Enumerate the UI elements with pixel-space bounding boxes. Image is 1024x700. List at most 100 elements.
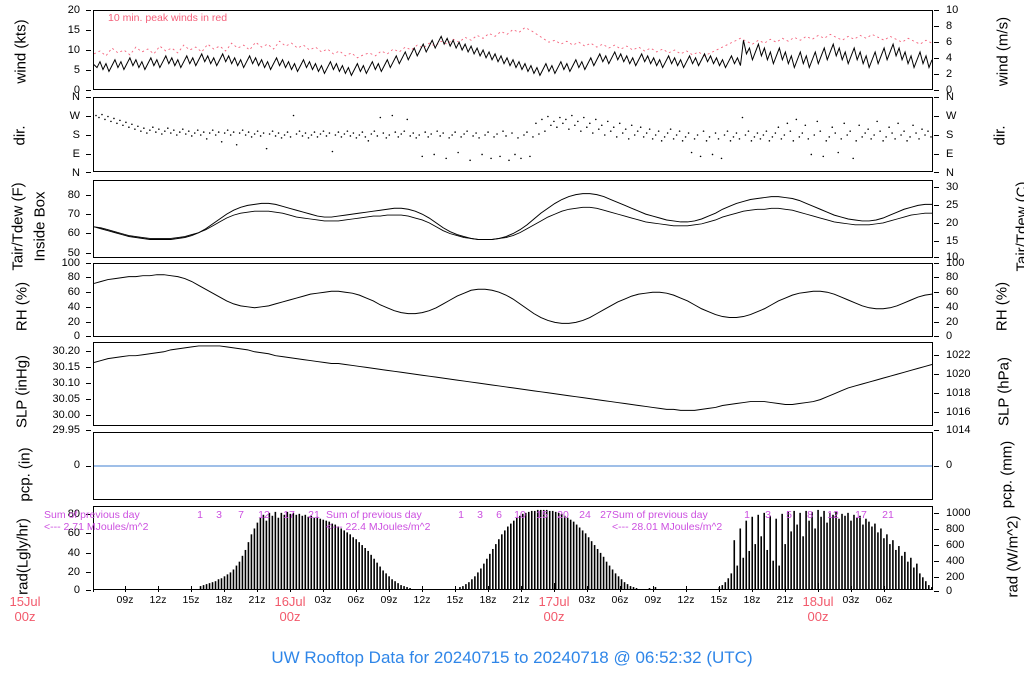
pressure-trace [94,345,932,411]
dir-tick-left-1: W [69,110,80,122]
wind-tickmark-left-3 [86,70,91,71]
rad-tickmark-left-3 [86,572,91,573]
rh-tick-right-2: 60 [946,286,959,298]
rad-tickmark-left-4 [86,590,91,591]
time-day-label-2-day: 17Jul [538,594,570,609]
time-tick-20 [884,586,885,592]
time-axis: 09z 12z 15z 18z 21z 03z 06z 09z 12z 15z … [9,583,933,624]
rad-tick-left-4: 0 [73,584,80,596]
time-day-label-2-hour: 00z [543,609,565,624]
wind-tick-left-4: 0 [73,84,80,96]
wind-tickmark-right-2 [934,42,939,43]
wind-tickmark-left-4 [86,90,91,91]
time-day-label-0-day: 15Jul [9,594,41,609]
rad-hourmark-d1-1: 3 [216,509,222,521]
rad-day-sum-2-value: <--- 22.4 MJoules/m^2 [326,521,431,533]
precipitation-plot [94,465,932,467]
temp-tickmark-right-0 [934,187,939,188]
temp-tick-right-1: 25 [946,199,959,211]
rh-tickmark-right-0 [934,263,939,264]
rad-tick-right-5: 0 [946,585,953,597]
rad-tick-right-3: 400 [946,555,965,567]
rad-tick-left-0: 80 [67,508,80,520]
pcp-tickmark-right-0 [934,466,939,467]
slp-tickmark-right-3 [934,412,939,413]
time-label-3: 18z [215,594,233,606]
wind-tickmark-left-2 [86,50,91,51]
dir-tickmark-left-2 [86,135,91,136]
time-label-20: 06z [875,594,893,606]
panel-humidity [93,263,933,337]
rad-tick-left-3: 20 [67,566,80,578]
dir-tick-left-3: E [72,148,80,160]
rad-hourmark-d1-3: 12 [258,509,270,521]
dewpoint-trace [94,206,932,240]
time-label-13: 06z [611,594,629,606]
dir-tickmark-left-0 [86,97,91,98]
rad-day-sum-1-value: <--- 2.71 MJoules/m^2 [44,521,149,533]
slp-tickmark-right-0 [934,355,939,356]
rh-tickmark-left-3 [86,307,91,308]
temp-tickmark-right-4 [934,257,939,258]
time-label-2: 15z [182,594,200,606]
rad-hourmark-d3-2: 5 [786,509,792,521]
humidity-trace [94,274,932,324]
slp-tickmark-right-4 [934,430,939,431]
time-tick-13 [620,586,621,592]
temp-tick-left-2: 60 [67,227,80,239]
time-label-15: 12z [677,594,695,606]
rad-tick-right-0: 1000 [946,507,971,519]
time-tick-5 [323,586,324,592]
dir-tickmark-left-4 [86,172,91,173]
time-day-label-2: 17Jul 00z [538,594,569,624]
wind-tickmark-right-1 [934,26,939,27]
time-label-6: 06z [347,594,365,606]
temp-tickmark-left-0 [86,195,91,196]
slp-tickmark-left-0 [86,351,91,352]
time-tick-day-0 [93,583,94,592]
rad-day-sum-2: Sum of previous day <--- 22.4 MJoules/m^… [326,509,430,533]
wind-mean-trace [94,35,932,77]
rad-hourmark-d2-5: 20 [557,509,569,521]
pcp-tick-left-0: 0 [73,459,80,471]
time-label-0: 09z [116,594,134,606]
time-label-11: 21z [512,594,530,606]
time-label-5: 03z [314,594,332,606]
rad-hourmark-d3-4: 12 [827,509,839,521]
time-tick-8 [422,586,423,592]
time-tick-1 [158,586,159,592]
slp-tickmark-left-4 [86,415,91,416]
pcp-tick-right-0: 0 [946,459,953,471]
radiation-day2-bars [459,509,657,589]
rad-hourmark-d1-0: 1 [197,509,203,521]
time-label-7: 09z [380,594,398,606]
rad-tick-right-4: 200 [946,571,965,583]
time-day-label-1-hour: 00z [279,609,301,624]
time-tick-11 [521,586,522,592]
wind-tickmark-right-4 [934,74,939,75]
time-tick-4 [257,586,258,592]
wind-tick-right-1: 8 [946,20,953,32]
rh-tick-right-1: 80 [946,271,959,283]
slp-tick-right-0: 1022 [946,349,971,361]
slp-tick-right-4: 1014 [946,424,971,436]
wind-tickmark-left-1 [86,30,91,31]
dir-tickmark-right-0 [934,97,939,98]
time-day-label-1-day: 16Jul [274,594,306,609]
time-day-label-3-day: 18Jul [802,594,834,609]
rh-tick-right-4: 20 [946,316,959,328]
temp-axis-title-right: Tair/Tdew (C) [1013,181,1024,272]
time-label-18: 21z [776,594,794,606]
time-label-17: 18z [743,594,761,606]
rh-tick-right-5: 0 [946,330,953,342]
rad-day-sum-3-label: Sum of previous day [612,509,708,521]
slp-tick-left-5: 29.95 [52,424,80,436]
dir-tickmark-right-2 [934,135,939,136]
rad-hourmark-d1-4: 17 [283,509,295,521]
rad-hourmark-d2-3: 10 [514,509,526,521]
time-day-label-0-hour: 00z [14,609,36,624]
rad-hourmark-d1-2: 7 [238,509,244,521]
wind-plot [94,27,932,77]
temp-tick-left-1: 70 [67,208,80,220]
